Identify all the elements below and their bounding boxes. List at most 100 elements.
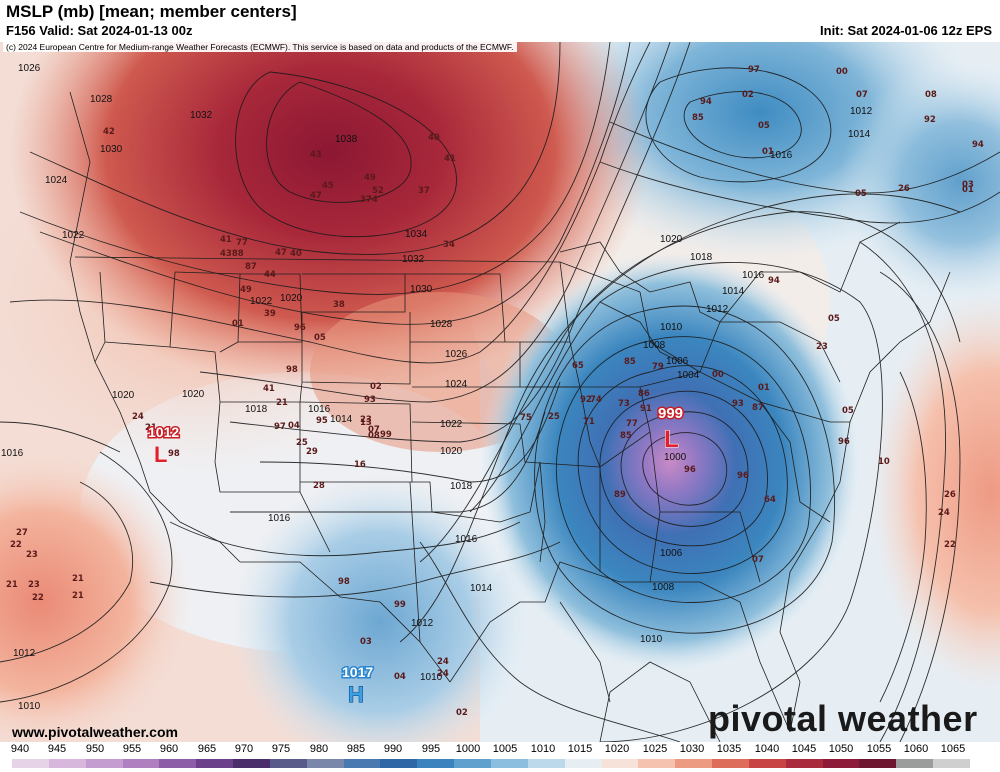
- member-label: 374: [360, 195, 378, 205]
- header: MSLP (mb) [mean; member centers] F156 Va…: [0, 0, 1000, 42]
- member-label: 40: [290, 249, 302, 259]
- member-label: 98: [286, 365, 298, 375]
- member-label: 96: [838, 437, 850, 447]
- scale-label: 1025: [642, 743, 668, 755]
- low-main-value: 999: [658, 405, 683, 422]
- member-label: 94: [700, 97, 712, 107]
- member-label: 01: [758, 383, 770, 393]
- high-mexico-symbol: H: [348, 682, 364, 707]
- member-label: 23: [28, 580, 40, 590]
- member-label: 73: [618, 399, 630, 409]
- isobar-labels: 1026 1028 1032 1030 1024 1022 1038 1034 …: [1, 63, 873, 712]
- member-label: 22: [944, 540, 956, 550]
- isobar-label: 1026: [18, 63, 41, 74]
- isobar-label: 1008: [652, 582, 675, 593]
- member-label: 47: [310, 191, 322, 201]
- member-label: 34: [443, 240, 455, 250]
- member-label: 21: [145, 423, 157, 433]
- member-label: 49: [364, 173, 376, 183]
- member-label: 22: [32, 593, 44, 603]
- member-label: 45: [322, 181, 334, 191]
- isobar-label: 1010: [640, 634, 663, 645]
- member-label: 92: [924, 115, 936, 125]
- member-label: 26: [898, 184, 910, 194]
- member-label: 41: [263, 384, 275, 394]
- isobar-label: 1028: [430, 319, 453, 330]
- member-label: 22: [10, 540, 22, 550]
- member-label: 05: [855, 189, 867, 199]
- isobar-label: 1010: [660, 322, 683, 333]
- member-label: 01: [962, 185, 974, 195]
- isobar-label: 1030: [100, 144, 123, 155]
- member-label: 75: [520, 413, 532, 423]
- member-label: 85: [624, 357, 636, 367]
- scale-label: 1055: [866, 743, 892, 755]
- isobar-label: 1022: [440, 419, 463, 430]
- member-label: 99: [394, 600, 406, 610]
- member-label: 86: [638, 389, 650, 399]
- low-center-main: 999 L: [657, 404, 685, 454]
- member-label: 04: [394, 672, 406, 682]
- member-label: 16: [354, 460, 366, 470]
- scale-label: 960: [159, 743, 179, 755]
- member-label: 24: [132, 412, 144, 422]
- member-label: 05: [758, 121, 770, 131]
- member-label: 99: [380, 430, 392, 440]
- member-label: 52: [372, 186, 384, 196]
- member-label: 96: [737, 471, 749, 481]
- isobar-label: 1012: [706, 304, 729, 315]
- isobar-label: 1024: [445, 379, 468, 390]
- scale-label: 990: [383, 743, 403, 755]
- scale-label: 1030: [679, 743, 705, 755]
- member-label: 77: [626, 419, 638, 429]
- member-label: 49: [240, 285, 252, 295]
- isobar-label: 1012: [850, 106, 873, 117]
- isobar-label: 1014: [330, 414, 353, 425]
- member-label: 93: [732, 399, 744, 409]
- member-label: 92: [580, 395, 592, 405]
- member-label: 01: [762, 147, 774, 157]
- color-scale-labels: 940 945 950 955 960 965 970 975 980 985 …: [0, 743, 1000, 757]
- member-label: 21: [72, 591, 84, 601]
- isobar-label: 1016: [742, 270, 765, 281]
- member-label: 00: [712, 370, 724, 380]
- isobar-label: 1016: [308, 404, 331, 415]
- scale-label: 1050: [828, 743, 854, 755]
- atlantic-high-shading: [870, 292, 1000, 692]
- member-label: 77: [236, 238, 248, 248]
- member-label: 64: [764, 495, 776, 505]
- scale-label: 1045: [791, 743, 817, 755]
- scale-label: 985: [346, 743, 366, 755]
- scale-label: 940: [10, 743, 30, 755]
- scale-label: 980: [309, 743, 329, 755]
- isobar-label: 1038: [335, 134, 358, 145]
- member-label: 38: [333, 300, 345, 310]
- member-label: 02: [742, 90, 754, 100]
- member-label: 21: [72, 574, 84, 584]
- member-label: 94: [768, 276, 780, 286]
- isobar-label: 1012: [411, 618, 434, 629]
- isobar-label: 1020: [280, 293, 303, 304]
- member-label: 27: [16, 528, 28, 538]
- member-label: 23: [360, 415, 372, 425]
- member-label: 26: [944, 490, 956, 500]
- isobar-label: 1014: [848, 129, 871, 140]
- isobar-label: 1014: [722, 286, 745, 297]
- member-label: 74: [590, 395, 602, 405]
- member-label: 98: [168, 449, 180, 459]
- member-label: 02: [370, 382, 382, 392]
- low-west-value: 1012: [148, 424, 179, 440]
- member-label: 41: [444, 154, 456, 164]
- member-label: 28: [313, 481, 325, 491]
- scale-label: 1000: [455, 743, 481, 755]
- isobar-label: 1016: [770, 150, 793, 161]
- scale-label: 1040: [754, 743, 780, 755]
- member-label: 98: [338, 577, 350, 587]
- member-label: 91: [640, 404, 652, 414]
- member-label: 71: [583, 417, 595, 427]
- scale-label: 965: [197, 743, 217, 755]
- isobar-label: 1008: [643, 340, 666, 351]
- member-label: 37: [418, 186, 430, 196]
- member-label: 24: [938, 508, 950, 518]
- member-label: 96: [294, 323, 306, 333]
